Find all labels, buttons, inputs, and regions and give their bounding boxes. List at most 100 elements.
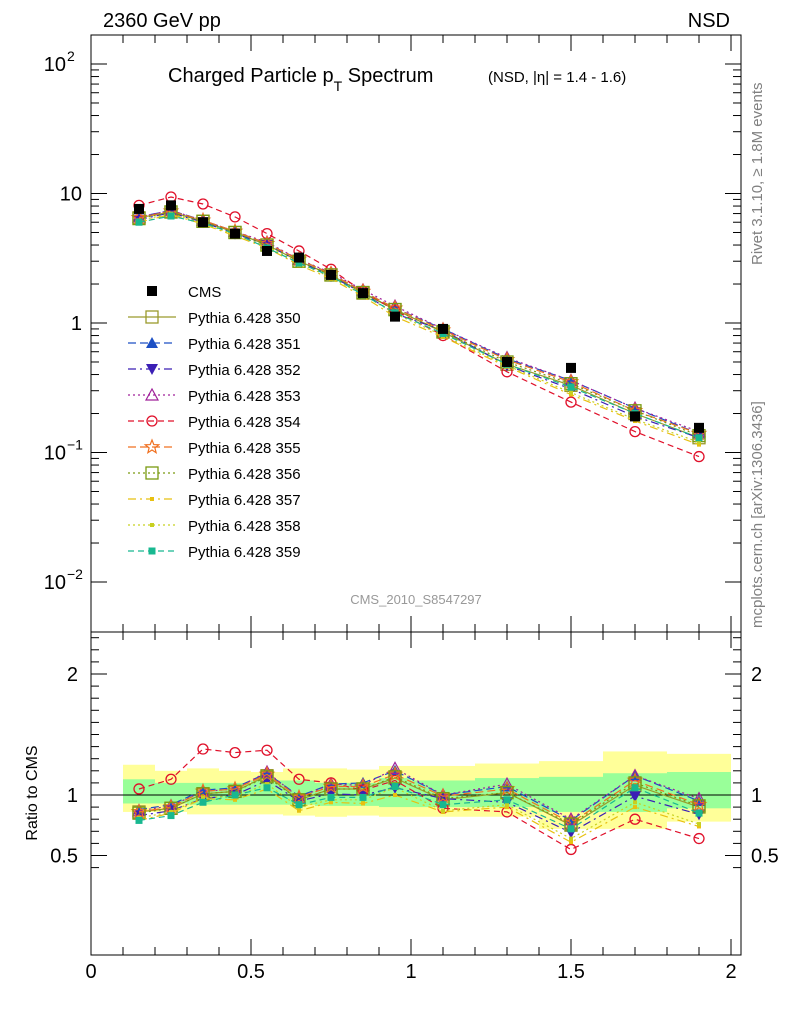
ratio-series-group bbox=[130, 743, 708, 856]
ratio-uncertainty-bands bbox=[91, 751, 741, 829]
analysis-id: CMS_2010_S8547297 bbox=[350, 592, 482, 607]
ratio-series-point-7 bbox=[329, 800, 333, 805]
ratio-series-point-4 bbox=[165, 773, 177, 785]
main-ytick-label: 10 bbox=[44, 443, 66, 465]
ratio-series-point-5 bbox=[386, 765, 404, 782]
xtick-label: 2 bbox=[725, 961, 736, 983]
ratio-ytick-label-right: 1 bbox=[751, 785, 762, 807]
ratio-series-point-4 bbox=[133, 783, 145, 795]
main-series-point-9 bbox=[295, 259, 303, 267]
ratio-series-point-2 bbox=[629, 791, 641, 803]
ratio-ytick-label: 2 bbox=[67, 664, 78, 686]
cms-data-point bbox=[262, 245, 272, 256]
ratio-series-point-6 bbox=[388, 770, 402, 784]
main-series-line-9 bbox=[138, 215, 700, 439]
main-series-point-4 bbox=[197, 198, 209, 210]
ratio-plot-frame bbox=[90, 631, 742, 956]
legend-label-9: Pythia 6.428 359 bbox=[188, 544, 301, 561]
main-ytick-label: 10 bbox=[44, 54, 66, 76]
ratio-series-line-2 bbox=[138, 779, 700, 834]
xtick-label: 0.5 bbox=[237, 961, 265, 983]
main-series-point-4 bbox=[629, 425, 641, 438]
ratio-series-point-9 bbox=[135, 816, 143, 824]
ratio-series-point-8 bbox=[697, 822, 701, 827]
legend: CMS Pythia 6.428 350 Pythia 6.428 351 Pythi… bbox=[128, 284, 301, 561]
main-series-point-4 bbox=[229, 211, 241, 223]
main-series-line-6 bbox=[138, 211, 700, 437]
main-ytick-exponent: −2 bbox=[67, 566, 83, 582]
ratio-series-point-9 bbox=[631, 784, 639, 792]
legend-label-7: Pythia 6.428 357 bbox=[188, 492, 301, 509]
legend-label-3: Pythia 6.428 353 bbox=[188, 388, 301, 405]
process-label: NSD bbox=[688, 10, 730, 32]
ratio-series-point-9 bbox=[263, 784, 271, 792]
cms-data-point bbox=[438, 323, 448, 334]
cms-data-point bbox=[294, 252, 304, 263]
ratio-series-point-3 bbox=[563, 811, 579, 825]
main-series-group bbox=[130, 191, 708, 463]
ratio-series-point-8 bbox=[633, 800, 637, 805]
ratio-series-point-5 bbox=[290, 788, 308, 805]
ratio-series-point-8 bbox=[505, 802, 509, 807]
ratio-ytick-label-right: 0.5 bbox=[751, 846, 779, 868]
cms-data-point bbox=[358, 288, 368, 299]
ratio-series-point-8 bbox=[265, 782, 269, 787]
ratio-series-line-9 bbox=[138, 785, 700, 830]
main-series-point-9 bbox=[567, 383, 575, 391]
ratio-series-point-7 bbox=[393, 793, 397, 797]
ratio-series-point-9 bbox=[391, 783, 399, 791]
main-series-point-9 bbox=[135, 218, 143, 226]
legend-marker-7 bbox=[150, 497, 154, 501]
ratio-series-point-4 bbox=[629, 813, 641, 825]
plot-title-note: (NSD, |η| = 1.4 - 1.6) bbox=[488, 69, 626, 86]
ratio-series-point-9 bbox=[295, 801, 303, 809]
main-ytick-label: 10 bbox=[60, 184, 82, 206]
main-series-point-4 bbox=[565, 396, 577, 408]
ratio-series-point-8 bbox=[201, 795, 205, 800]
mcplots-label: mcplots.cern.ch [arXiv:1306.3436] bbox=[749, 401, 766, 628]
main-series-point-9 bbox=[167, 212, 175, 220]
ratio-series-point-9 bbox=[231, 791, 239, 799]
ratio-series-point-4 bbox=[197, 743, 209, 755]
ratio-series-point-9 bbox=[695, 809, 703, 817]
cms-data-point bbox=[390, 311, 400, 322]
main-series-line-4 bbox=[138, 196, 700, 458]
main-ytick-label: 10 bbox=[44, 572, 66, 594]
legend-marker-1 bbox=[146, 337, 158, 348]
xtick-label: 1.5 bbox=[557, 961, 585, 983]
ratio-series-line-3 bbox=[138, 767, 700, 820]
main-ytick-exponent: −1 bbox=[67, 437, 83, 453]
main-series-point-7 bbox=[697, 442, 701, 447]
main-series-line-5 bbox=[138, 210, 700, 435]
main-series-point-8 bbox=[569, 390, 573, 395]
ratio-series-line-8 bbox=[138, 783, 700, 840]
cms-data-point bbox=[630, 411, 640, 422]
legend-marker-3 bbox=[144, 387, 160, 401]
ratio-series-point-7 bbox=[633, 805, 637, 810]
ratio-series-point-3 bbox=[387, 761, 403, 774]
ratio-series-point-8 bbox=[569, 836, 573, 841]
cms-data-point bbox=[502, 356, 512, 367]
ratio-ytick-label-right: 2 bbox=[751, 664, 762, 686]
ratio-series-point-8 bbox=[169, 809, 173, 814]
ratio-series-line-7 bbox=[138, 788, 700, 843]
main-series-line-8 bbox=[138, 212, 700, 443]
legend-label-2: Pythia 6.428 352 bbox=[188, 362, 301, 379]
main-ytick-exponent: 2 bbox=[67, 48, 75, 64]
legend-label-1: Pythia 6.428 351 bbox=[188, 336, 301, 353]
main-ytick-label: 1 bbox=[71, 313, 82, 335]
ratio-series-point-3 bbox=[691, 791, 707, 805]
ratio-series-point-8 bbox=[441, 808, 445, 813]
ratio-series-point-7 bbox=[697, 824, 701, 829]
legend-label-8: Pythia 6.428 358 bbox=[188, 518, 301, 535]
ratio-ytick-label: 0.5 bbox=[50, 846, 78, 868]
ratio-series-point-5 bbox=[354, 777, 372, 794]
ratio-series-point-9 bbox=[167, 812, 175, 820]
ratio-series-point-4 bbox=[293, 773, 305, 785]
ratio-series-point-4 bbox=[229, 747, 241, 759]
ratio-series-point-9 bbox=[359, 793, 367, 801]
cms-data-point bbox=[198, 217, 208, 228]
ratio-series-point-5 bbox=[130, 803, 148, 819]
